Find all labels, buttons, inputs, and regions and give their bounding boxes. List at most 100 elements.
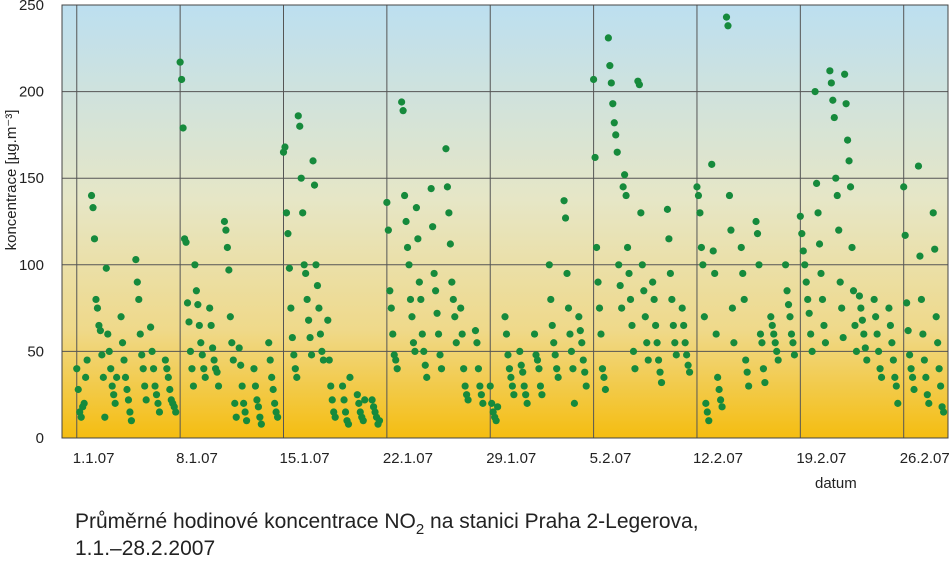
point: [594, 278, 602, 286]
point: [488, 399, 496, 407]
x-tick-label: 15.1.07: [280, 450, 330, 467]
point: [452, 339, 460, 347]
point: [604, 34, 612, 42]
point: [110, 391, 118, 399]
point: [82, 373, 90, 381]
point: [835, 226, 843, 234]
point: [201, 373, 209, 381]
point: [505, 365, 514, 373]
point: [817, 269, 825, 278]
point: [628, 321, 636, 330]
point: [414, 235, 422, 243]
point: [702, 399, 710, 407]
point: [550, 339, 558, 347]
point: [798, 230, 806, 238]
point: [877, 373, 886, 381]
point: [90, 235, 99, 243]
point: [623, 243, 632, 252]
point: [619, 183, 627, 191]
point: [787, 330, 796, 338]
point: [722, 13, 731, 21]
point: [730, 339, 738, 347]
point: [139, 365, 147, 373]
point: [231, 399, 239, 407]
point: [582, 382, 590, 390]
point: [192, 287, 200, 295]
point: [700, 313, 708, 321]
point: [681, 339, 689, 347]
point: [846, 183, 855, 191]
point: [411, 347, 419, 355]
point: [313, 281, 322, 290]
point: [569, 365, 577, 373]
point: [344, 420, 353, 428]
point: [643, 339, 651, 347]
point: [575, 313, 583, 321]
point: [448, 278, 456, 286]
point: [474, 365, 483, 373]
point: [290, 351, 298, 359]
point: [699, 261, 707, 269]
point: [108, 382, 116, 390]
point: [860, 330, 868, 338]
x-tick-label: 1.1.07: [73, 450, 115, 467]
point: [609, 100, 617, 108]
point: [612, 131, 620, 139]
y-tick-label: 0: [36, 430, 44, 447]
point: [238, 382, 246, 390]
point: [781, 261, 790, 269]
point: [124, 396, 133, 404]
point: [753, 230, 762, 238]
point: [166, 385, 174, 394]
point: [284, 230, 292, 238]
point: [99, 373, 107, 381]
point: [296, 122, 304, 130]
point: [148, 347, 156, 355]
point: [297, 174, 305, 182]
point: [266, 356, 274, 364]
point: [494, 403, 502, 411]
point: [650, 295, 658, 304]
point: [693, 183, 701, 191]
point: [154, 399, 162, 407]
point: [306, 333, 314, 342]
point: [443, 183, 452, 191]
point: [155, 408, 164, 416]
point: [591, 153, 599, 162]
point: [774, 356, 782, 364]
point: [355, 399, 363, 407]
point: [151, 382, 159, 390]
point: [291, 365, 299, 373]
point: [768, 321, 776, 330]
point: [728, 304, 737, 312]
point: [606, 62, 614, 70]
x-tick-label: 8.1.07: [176, 450, 218, 467]
point: [161, 356, 169, 364]
point: [814, 209, 822, 217]
point: [567, 347, 576, 355]
point: [392, 356, 400, 364]
point: [250, 365, 258, 373]
point: [789, 339, 797, 347]
point: [508, 382, 516, 390]
point: [767, 313, 775, 321]
point: [429, 223, 437, 231]
point: [578, 339, 586, 347]
point: [403, 243, 412, 252]
point: [222, 226, 230, 234]
point: [848, 243, 856, 252]
point: [517, 361, 525, 369]
point: [683, 351, 691, 359]
point: [640, 287, 648, 295]
point: [756, 330, 765, 338]
point: [547, 295, 555, 304]
point: [563, 269, 571, 278]
point: [93, 304, 102, 312]
point: [716, 396, 725, 404]
point: [523, 399, 531, 407]
point: [888, 339, 896, 347]
point: [386, 287, 394, 295]
point: [935, 365, 943, 373]
point: [833, 191, 841, 200]
